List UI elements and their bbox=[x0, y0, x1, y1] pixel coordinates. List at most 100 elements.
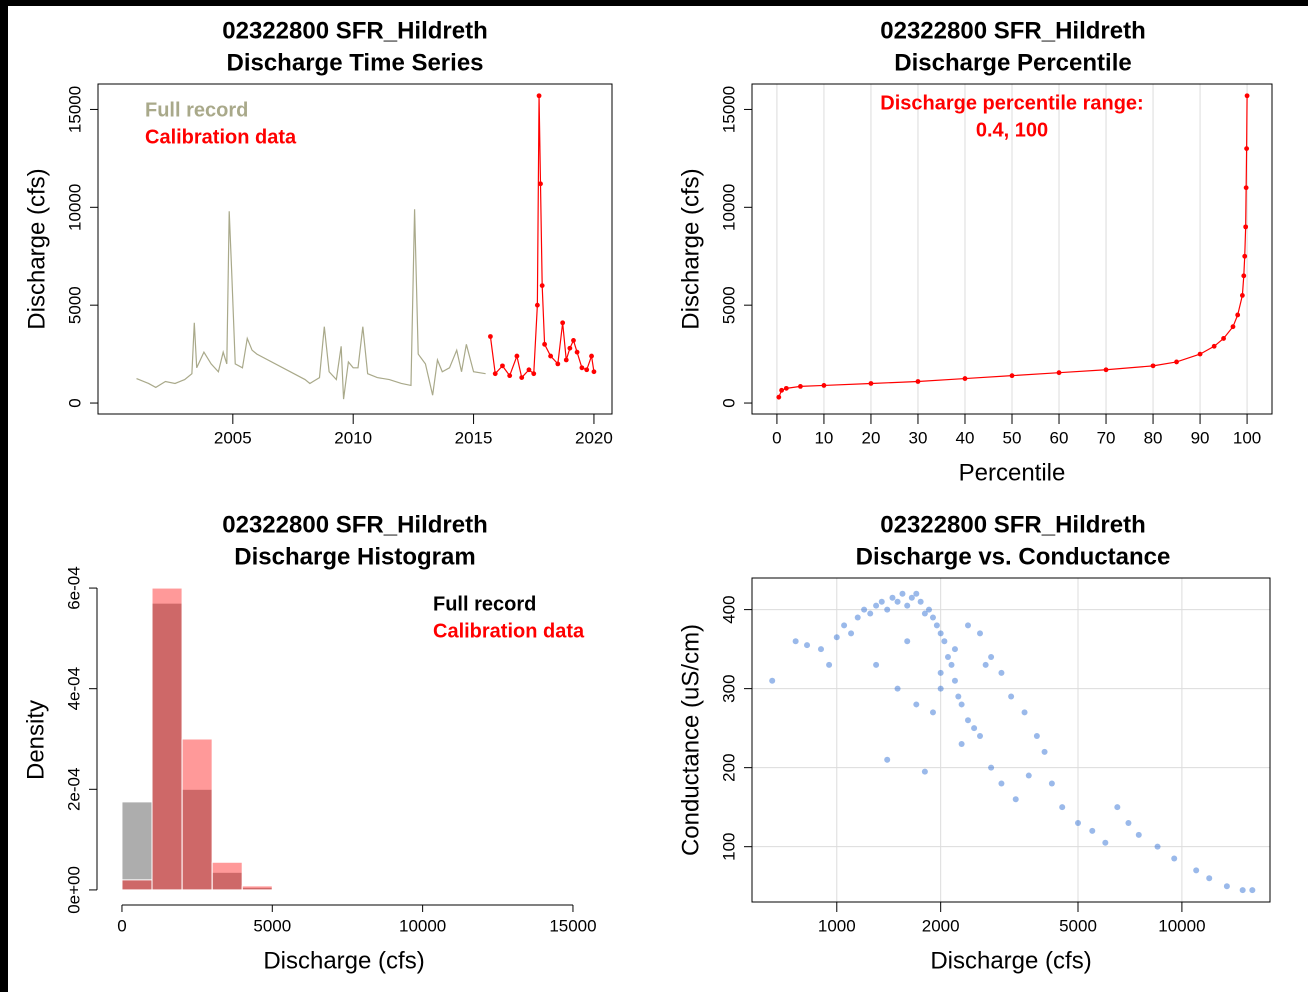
data-point bbox=[929, 709, 936, 716]
data-point bbox=[894, 598, 901, 605]
x-axis-label: Percentile bbox=[959, 459, 1066, 486]
data-point bbox=[1103, 367, 1109, 373]
panel: 02322800 SFR_Hildreth Discharge Time Seri… bbox=[23, 17, 613, 447]
data-point bbox=[1171, 855, 1178, 862]
data-point bbox=[976, 733, 983, 740]
y-tick-label: 5000 bbox=[65, 286, 84, 324]
data-point bbox=[579, 365, 585, 371]
data-point bbox=[798, 384, 803, 389]
data-point bbox=[1154, 843, 1161, 850]
data-point bbox=[1009, 373, 1015, 379]
series-line bbox=[136, 209, 486, 400]
y-tick-label: 2e-04 bbox=[64, 768, 83, 811]
chart-subtitle: Discharge Time Series bbox=[226, 49, 483, 76]
series-line bbox=[489, 95, 595, 379]
data-point bbox=[783, 385, 789, 391]
data-point bbox=[488, 334, 493, 339]
histogram-bar bbox=[151, 602, 183, 891]
y-tick-label: 0e+00 bbox=[64, 866, 83, 914]
data-point bbox=[555, 361, 561, 367]
data-point bbox=[899, 590, 906, 597]
data-point bbox=[964, 622, 971, 629]
x-tick-label: 10000 bbox=[1158, 916, 1205, 935]
data-point bbox=[884, 756, 891, 763]
data-point bbox=[873, 661, 880, 668]
data-point bbox=[779, 387, 785, 393]
data-point bbox=[921, 610, 928, 617]
data-point bbox=[976, 630, 983, 637]
y-tick-label: 200 bbox=[719, 753, 738, 781]
data-point bbox=[937, 669, 944, 676]
x-tick-label: 2000 bbox=[922, 916, 960, 935]
y-tick-label: 15000 bbox=[65, 86, 84, 133]
data-point bbox=[591, 369, 597, 375]
data-point bbox=[1033, 733, 1040, 740]
data-point bbox=[1102, 839, 1109, 846]
data-point bbox=[988, 764, 995, 771]
data-point bbox=[560, 320, 566, 326]
x-tick-label: 50 bbox=[1003, 428, 1022, 447]
x-tick-label: 10 bbox=[814, 428, 833, 447]
data-point bbox=[908, 594, 915, 601]
data-point bbox=[955, 693, 962, 700]
data-point bbox=[988, 654, 995, 661]
x-tick-label: 5000 bbox=[253, 916, 291, 935]
legend-entry: Full record bbox=[145, 99, 248, 121]
data-point bbox=[1056, 370, 1062, 376]
legend-entry: Full record bbox=[433, 593, 536, 615]
data-point bbox=[574, 349, 580, 355]
y-axis-label: Discharge (cfs) bbox=[677, 168, 704, 329]
data-point bbox=[1193, 867, 1200, 874]
data-point bbox=[1125, 819, 1132, 826]
plot-box bbox=[97, 83, 613, 415]
data-point bbox=[776, 394, 782, 400]
data-point bbox=[951, 677, 958, 684]
data-point bbox=[962, 376, 968, 381]
data-point bbox=[1241, 273, 1247, 279]
data-point bbox=[944, 654, 951, 661]
data-point bbox=[861, 606, 868, 613]
data-point bbox=[1059, 804, 1066, 811]
data-point bbox=[925, 606, 932, 613]
data-point bbox=[589, 353, 594, 359]
y-axis-label: Density bbox=[22, 700, 49, 780]
data-point bbox=[848, 630, 855, 637]
data-point bbox=[884, 606, 891, 613]
data-point bbox=[507, 373, 513, 379]
x-axis-label: Discharge (cfs) bbox=[263, 947, 424, 974]
chart-title: 02322800 SFR_Hildreth bbox=[880, 511, 1145, 538]
data-point bbox=[584, 367, 590, 373]
data-point bbox=[1008, 693, 1015, 700]
data-point bbox=[915, 379, 921, 384]
histogram-bar bbox=[121, 801, 153, 891]
x-tick-label: 70 bbox=[1097, 428, 1116, 447]
data-point bbox=[538, 181, 543, 187]
data-point bbox=[948, 661, 955, 668]
data-point bbox=[904, 638, 911, 645]
y-tick-label: 10000 bbox=[719, 184, 738, 231]
panel: 02322800 SFR_Hildreth Discharge Percentil… bbox=[677, 17, 1273, 486]
y-tick-label: 5000 bbox=[719, 286, 738, 324]
data-point bbox=[539, 283, 545, 289]
annotation: Discharge percentile range: bbox=[880, 92, 1143, 114]
data-point bbox=[937, 630, 944, 637]
x-tick-label: 2020 bbox=[575, 428, 613, 447]
panel: 02322800 SFR_Hildreth Discharge Histogram… bbox=[22, 511, 596, 974]
y-axis-label: Conductance (uS/cm) bbox=[677, 624, 704, 856]
data-point bbox=[941, 638, 948, 645]
data-point bbox=[542, 341, 547, 347]
data-point bbox=[514, 353, 520, 359]
data-point bbox=[958, 701, 965, 708]
histogram-bar bbox=[151, 587, 183, 891]
x-tick-label: 30 bbox=[909, 428, 928, 447]
x-tick-label: 15000 bbox=[549, 916, 596, 935]
data-point bbox=[500, 363, 505, 369]
histogram-bar bbox=[211, 861, 243, 891]
frame-left bbox=[0, 0, 8, 992]
data-point bbox=[769, 677, 776, 684]
data-point bbox=[567, 345, 573, 351]
legend-entry: Calibration data bbox=[433, 620, 585, 642]
y-tick-label: 15000 bbox=[719, 86, 738, 133]
data-point bbox=[821, 383, 827, 388]
